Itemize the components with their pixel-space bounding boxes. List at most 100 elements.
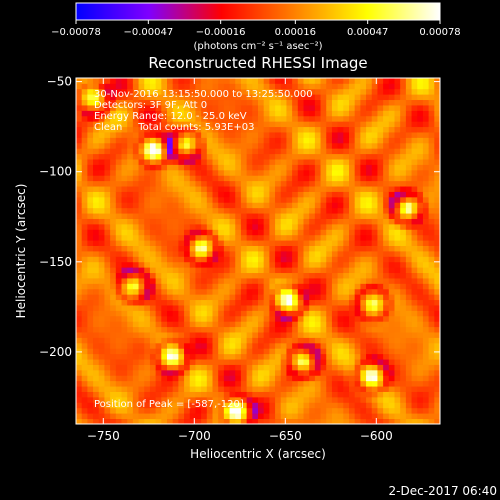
heatmap-cell (417, 142, 424, 149)
heatmap-cell (110, 391, 117, 398)
heatmap-cell (184, 288, 191, 295)
heatmap-cell (343, 126, 350, 133)
heatmap-cell (326, 148, 333, 155)
heatmap-cell (422, 251, 430, 257)
heatmap-cell (337, 191, 344, 198)
heatmap-cell (360, 83, 367, 90)
heatmap-cell (132, 278, 139, 284)
heatmap-cell (121, 380, 128, 387)
heatmap-cell (388, 99, 395, 106)
heatmap-cell (195, 278, 202, 284)
heatmap-cell (115, 245, 122, 252)
heatmap-cell (252, 364, 259, 371)
heatmap-cell (132, 148, 139, 155)
heatmap-cell (201, 418, 208, 424)
heatmap-cell (371, 83, 378, 90)
heatmap-cell (223, 245, 230, 252)
heatmap-cell (252, 142, 259, 149)
heatmap-cell (258, 251, 265, 257)
heatmap-cell (383, 283, 390, 290)
heatmap-cell (411, 153, 418, 160)
heatmap-cell (246, 261, 253, 268)
heatmap-cell (178, 218, 185, 225)
heatmap-cell (172, 137, 179, 144)
heatmap-cell (263, 278, 270, 284)
heatmap-cell (218, 256, 225, 263)
heatmap-cell (320, 180, 327, 187)
heatmap-cell (246, 142, 253, 149)
heatmap-cell (178, 223, 185, 230)
heatmap-cell (377, 315, 384, 322)
heatmap-cell (218, 94, 225, 101)
heatmap-cell (212, 186, 219, 192)
heatmap-cell (286, 105, 293, 111)
heatmap-cell (394, 375, 401, 382)
heatmap-cell (258, 137, 265, 144)
heatmap-cell (388, 88, 395, 95)
heatmap-cell (87, 78, 94, 84)
heatmap-cell (366, 180, 373, 187)
heatmap-cell (320, 148, 327, 155)
heatmap-cell (314, 105, 321, 111)
heatmap-cell (87, 342, 94, 349)
heatmap-cell (275, 175, 282, 182)
heatmap-cell (400, 88, 407, 95)
heatmap-cell (320, 191, 327, 198)
heatmap-cell (331, 105, 339, 111)
heatmap-cell (218, 164, 225, 171)
heatmap-cell (388, 396, 395, 403)
heatmap-cell (167, 99, 174, 106)
heatmap-cell (121, 407, 128, 414)
heatmap-cell (411, 315, 418, 322)
heatmap-cell (115, 159, 122, 165)
heatmap-cell (428, 418, 435, 424)
colorbar-tick-label: 0.00078 (419, 27, 460, 38)
heatmap-cell (320, 332, 327, 338)
heatmap-cell (434, 191, 440, 198)
heatmap-cell (172, 418, 179, 424)
heatmap-cell (366, 310, 373, 317)
heatmap-cell (417, 121, 424, 128)
heatmap-cell (104, 207, 111, 214)
heatmap-cell (252, 245, 259, 252)
heatmap-cell (184, 342, 191, 349)
heatmap-cell (280, 202, 287, 209)
heatmap-cell (354, 326, 361, 333)
heatmap-cell (354, 342, 361, 349)
heatmap-cell (167, 207, 174, 214)
heatmap-cell (110, 153, 117, 160)
heatmap-cell (394, 142, 401, 149)
heatmap-cell (93, 223, 100, 230)
heatmap-cell (201, 380, 208, 387)
heatmap-cell (275, 169, 282, 176)
heatmap-cell (394, 207, 401, 214)
heatmap-cell (383, 223, 390, 230)
heatmap-cell (360, 342, 367, 349)
heatmap-cell (422, 283, 430, 290)
heatmap-cell (286, 256, 293, 263)
heatmap-cell (132, 223, 139, 230)
heatmap-cell (132, 121, 139, 128)
heatmap-cell (394, 115, 401, 122)
heatmap-cell (218, 332, 225, 338)
heatmap-cell (81, 99, 88, 106)
heatmap-cell (343, 364, 350, 371)
heatmap-cell (286, 83, 293, 90)
heatmap-cell (280, 207, 287, 214)
heatmap-cell (172, 407, 179, 414)
heatmap-cell (189, 159, 196, 165)
heatmap-cell (349, 245, 356, 252)
heatmap-cell (223, 83, 230, 90)
heatmap-cell (201, 164, 208, 171)
heatmap-cell (235, 137, 242, 144)
heatmap-cell (371, 288, 378, 295)
heatmap-cell (371, 332, 378, 338)
heatmap-cell (383, 229, 390, 236)
heatmap-cell (405, 369, 412, 376)
heatmap-cell (93, 261, 100, 268)
heatmap-cell (149, 326, 157, 333)
heatmap-cell (167, 413, 174, 419)
heatmap-cell (292, 132, 299, 138)
heatmap-cell (388, 142, 395, 149)
heatmap-cell (127, 240, 134, 246)
